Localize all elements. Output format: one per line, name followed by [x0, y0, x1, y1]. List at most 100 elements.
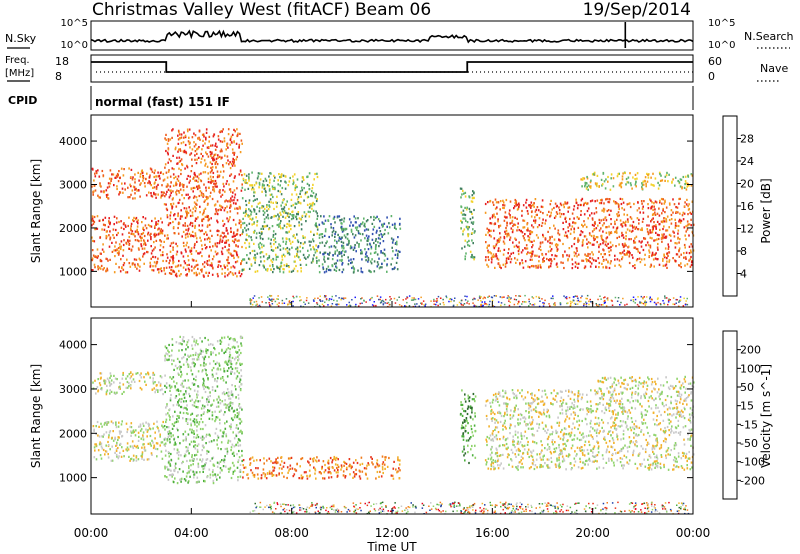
echo-cell-6 — [503, 248, 506, 251]
echo-cell-0 — [147, 429, 149, 432]
echo-cell-6 — [557, 229, 560, 232]
echo-cell-6 — [550, 199, 552, 202]
echo-cell-2 — [236, 260, 239, 263]
echo-cell-6 — [504, 232, 507, 235]
echo-cell-3 — [280, 193, 283, 196]
echo-cell-0 — [115, 453, 118, 457]
echo-cell-1 — [109, 169, 112, 172]
echo-cell-6 — [494, 245, 497, 248]
echo-cell-6 — [675, 210, 678, 214]
echo-cell-2 — [235, 223, 237, 226]
echo-cell-3 — [295, 264, 297, 268]
echo-cell-2 — [197, 400, 199, 403]
echo-cell-0 — [94, 228, 96, 231]
echo-cell-1 — [162, 179, 165, 182]
echo-cell-0 — [163, 443, 166, 446]
echo-cell-4 — [365, 253, 367, 256]
echo-cell-2 — [197, 137, 200, 140]
echo-cell-4 — [318, 223, 321, 226]
echo-cell-6 — [504, 262, 507, 265]
echo-cell-6 — [665, 236, 667, 239]
echo-cell-0 — [120, 220, 122, 223]
echo-cell-6 — [485, 233, 487, 236]
echo-cell-2 — [196, 444, 199, 447]
echo-cell-3 — [255, 232, 258, 235]
echo-cell-6 — [682, 211, 685, 214]
echo-cell-2 — [165, 382, 168, 385]
echo-cell-0 — [160, 240, 163, 243]
echo-cell-2 — [170, 160, 172, 163]
echo-cell-3 — [298, 217, 301, 220]
echo-cell-6 — [641, 207, 644, 210]
echo-cell-3 — [272, 258, 275, 261]
echo-cell-4 — [340, 227, 343, 230]
echo-cell-6 — [585, 254, 588, 257]
ground-scatter-cell — [653, 301, 656, 304]
echo-cell-6 — [675, 253, 678, 256]
echo-cell-3 — [299, 192, 301, 195]
echo-cell-2 — [168, 384, 171, 387]
echo-cell-2 — [167, 139, 170, 142]
echo-cell-0 — [157, 222, 159, 226]
echo-cell-2 — [228, 470, 230, 473]
echo-cell-2 — [221, 206, 224, 209]
echo-cell-3 — [285, 211, 287, 214]
echo-cell-6 — [574, 237, 576, 240]
echo-cell-6 — [553, 206, 555, 210]
echo-cell-6 — [609, 262, 612, 265]
ground-scatter-cell — [448, 300, 450, 303]
echo-cell-4 — [369, 270, 371, 273]
echo-cell-1 — [147, 371, 149, 374]
echo-cell-0 — [154, 225, 156, 228]
echo-cell-5 — [471, 216, 474, 219]
ground-scatter-cell — [638, 305, 640, 308]
echo-cell-3 — [258, 231, 261, 234]
echo-cell-3 — [244, 214, 247, 218]
echo-cell-0 — [141, 453, 144, 456]
ground-scatter-cell — [489, 300, 491, 303]
echo-cell-2 — [185, 193, 188, 196]
echo-cell-3 — [253, 242, 255, 245]
echo-cell-2 — [229, 204, 232, 207]
echo-cell-2 — [165, 138, 167, 141]
echo-cell-2 — [223, 137, 226, 140]
echo-cell-3 — [254, 258, 257, 262]
echo-cell-6 — [604, 253, 606, 256]
echo-cell-2 — [194, 232, 197, 235]
echo-cell-3 — [311, 187, 314, 190]
echo-cell-1 — [91, 185, 93, 188]
echo-cell-2 — [238, 271, 240, 274]
echo-cell-6 — [535, 213, 538, 217]
echo-cell-2 — [174, 265, 177, 268]
echo-cell-0 — [162, 254, 164, 257]
echo-cell-0 — [118, 252, 120, 255]
echo-cell-2 — [230, 446, 233, 449]
echo-cell-6 — [646, 230, 649, 233]
echo-cell-0 — [119, 270, 122, 273]
echo-cell-6 — [589, 233, 591, 236]
echo-cell-3 — [286, 252, 289, 255]
ground-scatter-cell — [358, 305, 360, 307]
echo-cell-6 — [602, 218, 605, 221]
echo-cell-1 — [128, 167, 130, 170]
echo-cell-0 — [142, 226, 145, 229]
echo-cell-0 — [127, 224, 129, 228]
echo-cell-4 — [335, 265, 337, 268]
echo-cell-6 — [649, 198, 651, 201]
echo-cell-1 — [153, 186, 156, 189]
echo-cell-2 — [175, 191, 177, 194]
echo-cell-3 — [248, 176, 250, 179]
ground-scatter-cell — [413, 298, 415, 301]
echo-cell-2 — [211, 418, 214, 421]
echo-cell-2 — [197, 156, 200, 159]
echo-cell-6 — [646, 241, 649, 244]
echo-cell-2 — [203, 358, 206, 361]
colorbar-tick-label: 16 — [740, 200, 754, 213]
echo-cell-1 — [137, 171, 139, 174]
ground-scatter-cell — [389, 299, 391, 301]
echo-cell-2 — [175, 341, 178, 344]
echo-cell-2 — [194, 444, 197, 447]
echo-cell-0 — [107, 440, 109, 444]
echo-cell-2 — [167, 138, 170, 141]
echo-cell-2 — [169, 376, 171, 379]
